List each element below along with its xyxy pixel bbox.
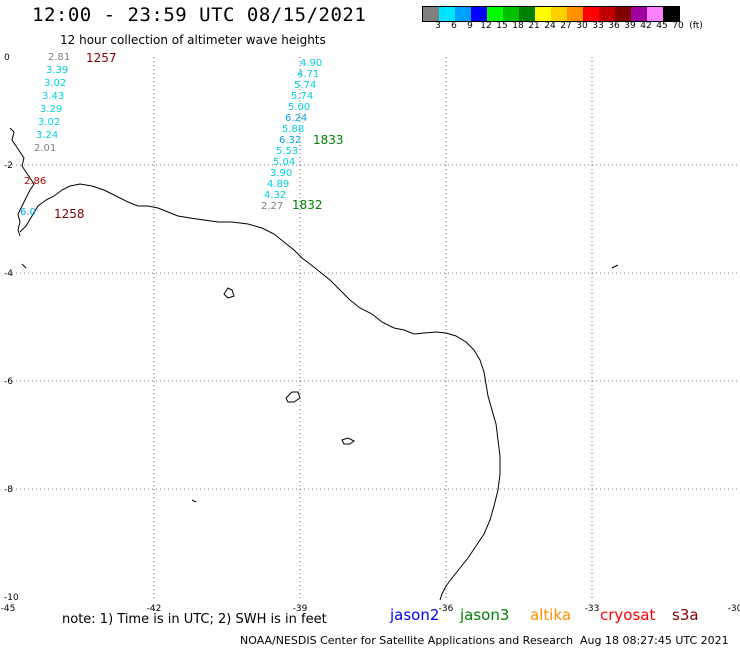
generation-timestamp: Aug 18 08:27:45 UTC 2021 xyxy=(580,634,729,647)
lon-tick-label: -33 xyxy=(585,604,600,614)
wave-height-label: 4.89 xyxy=(267,179,290,190)
legend-swatch xyxy=(551,7,567,21)
island-4 xyxy=(611,264,619,269)
satellite-altika: altika xyxy=(530,606,572,624)
legend-label: 30 xyxy=(576,21,588,31)
legend-swatch xyxy=(471,7,487,21)
wave-height-label: 5.74 xyxy=(291,91,314,102)
lat-lon-grid xyxy=(8,57,738,598)
map-title: 12:00 - 23:59 UTC 08/15/2021 xyxy=(32,4,367,26)
legend-label: 15 xyxy=(496,21,508,31)
wave-height-label: 5.53 xyxy=(276,146,299,157)
legend-swatch xyxy=(631,7,647,21)
island-6 xyxy=(191,499,197,503)
legend-swatch xyxy=(423,7,439,21)
island-3 xyxy=(341,437,355,445)
lon-tick-label: -39 xyxy=(293,604,308,614)
legend-swatch xyxy=(599,7,615,21)
pass-time-label: 1832 xyxy=(292,198,323,212)
axis-labels: -45 -42 -39 -36 -33 -30 0 -2 -4 -6 -8 -10 xyxy=(1,53,740,614)
coastline-brazil xyxy=(19,183,501,601)
legend-unit: (ft) xyxy=(689,21,703,31)
credit-text: NOAA/NESDIS Center for Satellite Applica… xyxy=(240,634,574,647)
legend-swatch xyxy=(615,7,631,21)
legend-swatch xyxy=(503,7,519,21)
lat-tick-label: -8 xyxy=(4,485,13,495)
satellite-jason3: jason3 xyxy=(460,606,510,624)
lon-tick-label: -30 xyxy=(728,604,740,614)
wave-height-label: 4.71 xyxy=(297,69,320,80)
legend-label: 27 xyxy=(560,21,572,31)
legend-label: 18 xyxy=(512,21,524,31)
wave-height-label: 2.81 xyxy=(48,52,71,63)
color-legend-labels: 3 6 9 12 15 18 21 24 27 30 33 36 39 42 45 70 (ft) xyxy=(422,21,740,33)
pass-time-label: 1258 xyxy=(54,207,85,221)
legend-label: 9 xyxy=(467,21,473,31)
legend-swatch xyxy=(567,7,583,21)
wave-height-label: 4.90 xyxy=(300,58,323,69)
lon-tick-label: -45 xyxy=(1,604,16,614)
lon-tick-label: -36 xyxy=(439,604,454,614)
wave-height-label: 6.32 xyxy=(279,135,302,146)
wave-height-label: 5.00 xyxy=(288,102,311,113)
wave-height-label: 3.90 xyxy=(270,168,293,179)
legend-label: 24 xyxy=(544,21,556,31)
wave-height-label: 3.43 xyxy=(42,91,65,102)
legend-label: 70 xyxy=(672,21,684,31)
satellite-cryosat: cryosat xyxy=(600,606,656,624)
wave-height-label: 5.04 xyxy=(273,157,296,168)
legend-label: 39 xyxy=(624,21,636,31)
lat-tick-label: -2 xyxy=(4,161,13,171)
legend-swatch xyxy=(663,7,679,21)
satellite-jason2: jason2 xyxy=(390,606,440,624)
legend-swatch xyxy=(519,7,535,21)
lat-tick-label: -6 xyxy=(4,377,13,387)
wave-height-label: 5.74 xyxy=(294,80,317,91)
legend-swatch xyxy=(487,7,503,21)
lat-tick-label: 0 xyxy=(4,53,10,63)
legend-swatch xyxy=(647,7,663,21)
wave-height-label: 4.32 xyxy=(264,190,287,201)
legend-swatch xyxy=(439,7,455,21)
legend-label: 45 xyxy=(656,21,668,31)
legend-label: 21 xyxy=(528,21,540,31)
wave-height-label: 2.86 xyxy=(24,176,47,187)
lat-tick-label: -10 xyxy=(4,593,19,603)
island-2 xyxy=(285,391,301,403)
island-5 xyxy=(21,263,27,269)
island-1 xyxy=(223,287,235,299)
legend-label: 3 xyxy=(435,21,441,31)
pass-time-label: 1833 xyxy=(313,133,344,147)
footer-note: note: 1) Time is in UTC; 2) SWH is in fe… xyxy=(62,612,327,627)
legend-label: 42 xyxy=(640,21,652,31)
wave-height-label: 3.29 xyxy=(40,104,63,115)
legend-label: 36 xyxy=(608,21,620,31)
wave-height-label: 3.02 xyxy=(44,78,67,89)
legend-swatch xyxy=(583,7,599,21)
legend-swatch xyxy=(455,7,471,21)
wave-height-label: 3.02 xyxy=(38,117,61,128)
map-subtitle: 12 hour collection of altimeter wave hei… xyxy=(60,33,326,47)
wave-height-label: 5.88 xyxy=(282,124,305,135)
legend-swatch xyxy=(535,7,551,21)
wave-height-label: 2.27 xyxy=(261,201,284,212)
wave-height-label: 6.0 xyxy=(20,207,36,218)
wave-height-label: 6.24 xyxy=(285,113,308,124)
satellite-s3a: s3a xyxy=(672,606,699,624)
wave-height-label: 3.24 xyxy=(36,130,59,141)
legend-label: 33 xyxy=(592,21,604,31)
pass-time-label: 1257 xyxy=(86,51,117,65)
lat-tick-label: -4 xyxy=(4,269,13,279)
legend-label: 6 xyxy=(451,21,457,31)
color-legend xyxy=(422,6,680,22)
coastline-west xyxy=(9,127,35,237)
legend-label: 12 xyxy=(480,21,492,31)
wave-height-label: 3.39 xyxy=(46,65,69,76)
lon-tick-label: -42 xyxy=(147,604,162,614)
wave-height-label: 2.01 xyxy=(34,143,57,154)
